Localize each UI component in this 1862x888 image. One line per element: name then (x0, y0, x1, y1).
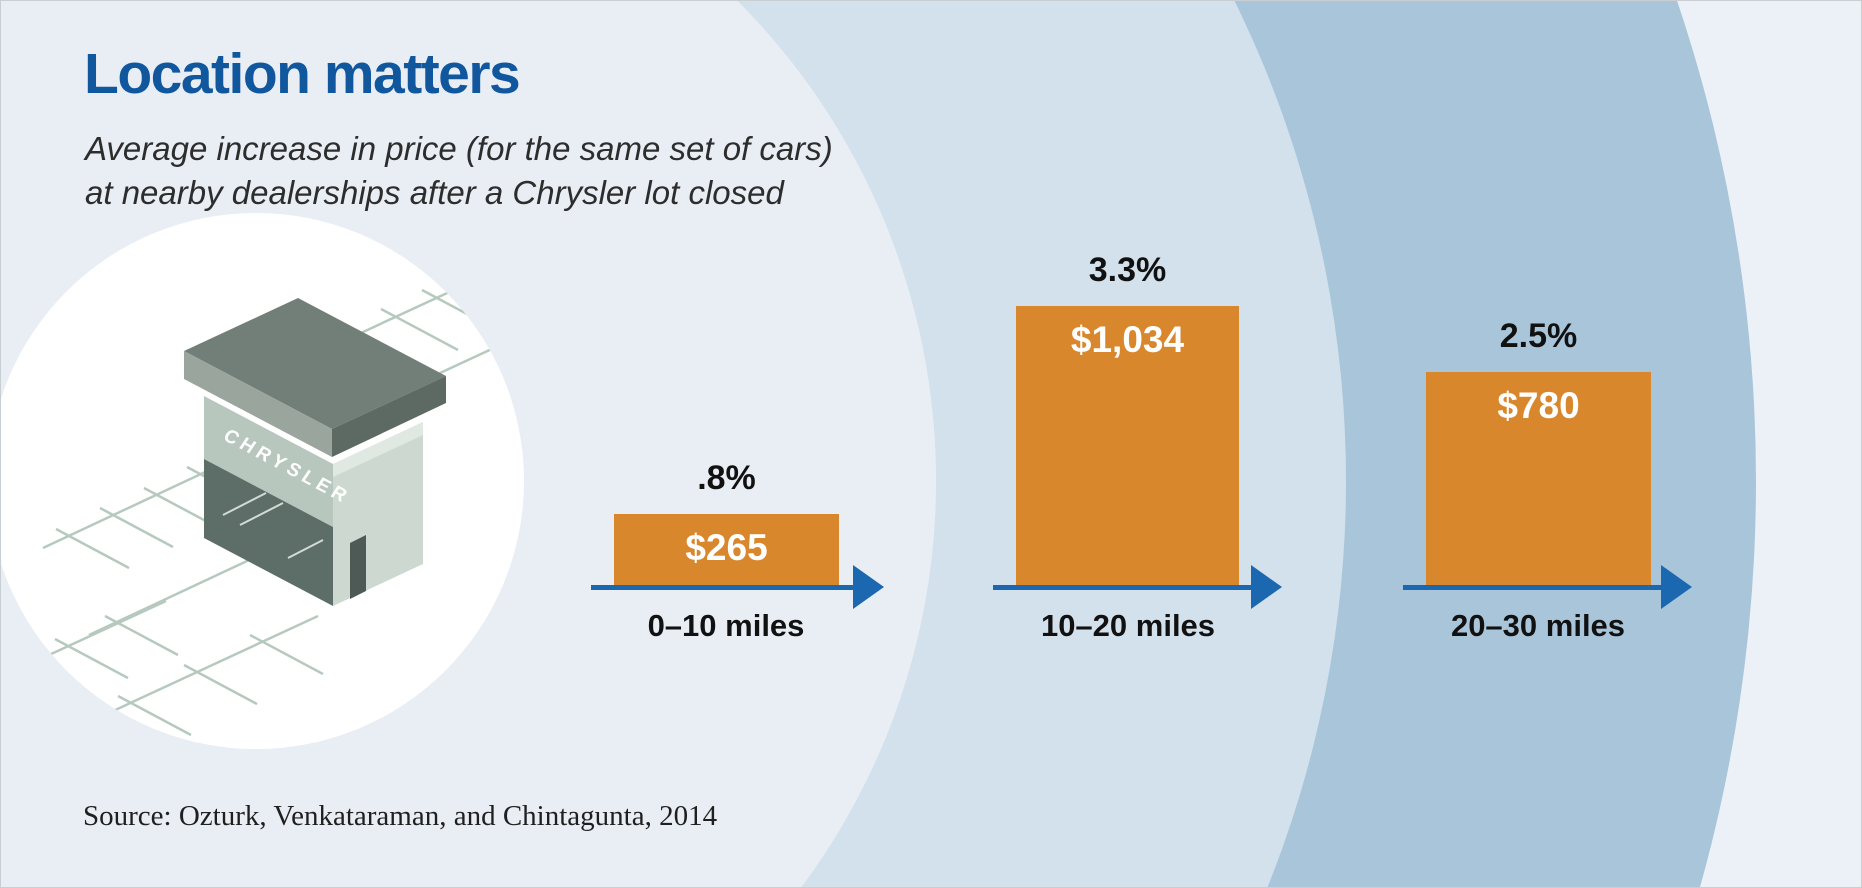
building-sign-band (204, 396, 333, 527)
bar3-percent-label: 2.5% (1499, 317, 1578, 355)
subtitle-line-2: at nearby dealerships after a Chrysler l… (85, 173, 784, 211)
bar2-rect: $1,034 (1016, 306, 1239, 586)
axis1-line (591, 585, 853, 590)
bar2-category-label: 10–20 miles (1040, 608, 1216, 643)
bar1-category-label: 0–10 miles (647, 608, 805, 643)
building-side-wall-top-band (333, 422, 423, 477)
axis2-arrowhead-icon (1251, 565, 1282, 609)
building-roof-top (184, 298, 446, 429)
building-roof-side-fascia (332, 376, 446, 457)
building-showroom-windows (204, 459, 333, 606)
axis3-line (1403, 585, 1661, 590)
bar1-rect: $265 (614, 514, 839, 586)
bar2-amount-label: $1,034 (1070, 319, 1185, 360)
axis1-arrowhead-icon (853, 565, 884, 609)
bar2-percent-label: 3.3% (1088, 251, 1167, 289)
bar1-amount-label: $265 (685, 527, 768, 568)
bar3-amount-label: $780 (1497, 385, 1580, 426)
chrysler-dealership-illustration: CHRYSLER (35, 286, 524, 737)
axis3-arrowhead-icon (1661, 565, 1692, 609)
page-subtitle: Average increase in price (for the same … (85, 127, 905, 214)
bar1-percent-label: .8% (697, 459, 756, 497)
bar3-category-label: 20–30 miles (1450, 608, 1626, 643)
page-title: Location matters (84, 42, 521, 106)
building-roof-front-fascia (184, 351, 332, 457)
source-credit: Source: Ozturk, Venkataraman, and Chinta… (83, 800, 718, 832)
subtitle-line-1: Average increase in price (for the same … (85, 130, 833, 167)
dealership-hub-circle: CHRYSLER (1, 213, 524, 749)
building-door (350, 535, 366, 599)
dealership-building: CHRYSLER (184, 298, 446, 606)
window-reflections (222, 492, 324, 559)
axis2-line (993, 585, 1251, 590)
bar3-rect: $780 (1426, 372, 1651, 586)
